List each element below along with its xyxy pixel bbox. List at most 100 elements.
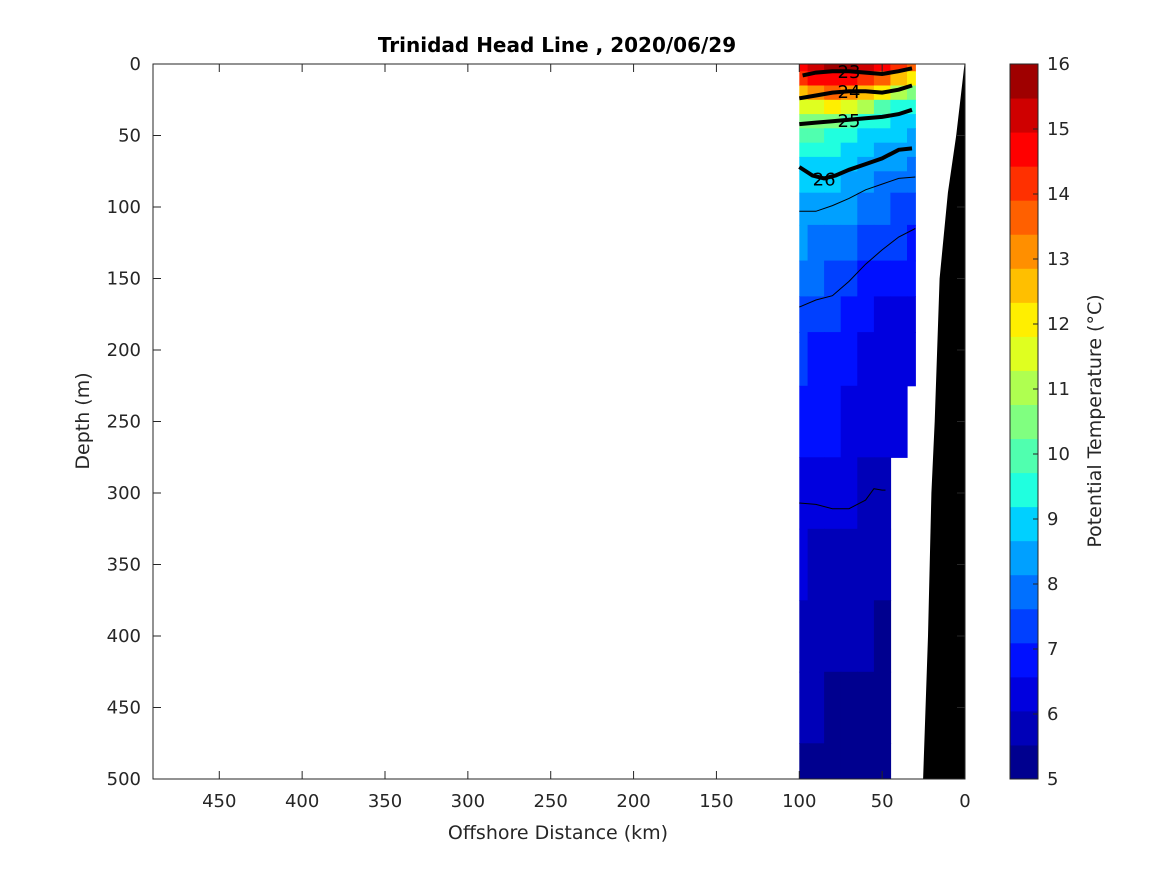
y-tick-label: 150 <box>107 269 141 290</box>
temperature-cell <box>840 260 858 297</box>
density-contour-24 <box>798 83 913 101</box>
colorbar-tick-label: 5 <box>1047 769 1058 790</box>
colorbar-tick-label: 15 <box>1047 119 1070 140</box>
temperature-cell <box>873 192 892 226</box>
temperature-cell <box>857 99 875 115</box>
x-tick-label: 50 <box>871 791 894 812</box>
colorbar-segment <box>1010 200 1038 235</box>
temperature-cell <box>807 457 825 530</box>
colorbar-segment <box>1010 268 1038 303</box>
temperature-cell <box>824 671 842 744</box>
temperature-cell <box>840 671 858 744</box>
density-contour-25 <box>799 107 913 127</box>
temperature-cell <box>890 71 908 87</box>
temperature-cell <box>873 385 892 458</box>
temperature-cell <box>873 671 892 744</box>
temperature-cell <box>799 192 809 226</box>
temperature-cell <box>840 224 858 262</box>
temperature-cell <box>873 99 892 115</box>
temperature-cell <box>824 156 842 172</box>
y-tick-label: 300 <box>107 483 141 504</box>
x-axis-label: Offshore Distance (km) <box>448 822 668 844</box>
y-tick-label: 200 <box>107 340 141 361</box>
temperature-cell <box>799 528 809 601</box>
colorbar-segment <box>1010 676 1038 712</box>
temperature-cell <box>873 296 892 333</box>
temperature-cell <box>824 296 842 333</box>
colorbar-tick-label: 14 <box>1047 184 1070 205</box>
y-axis-label: Depth (m) <box>72 372 94 469</box>
contour-label: 24 <box>838 82 861 103</box>
temperature-cell <box>824 64 842 72</box>
temperature-cell <box>857 385 875 458</box>
temperature-cell <box>807 743 825 779</box>
temperature-cell <box>873 600 892 673</box>
colorbar-segment <box>1010 64 1038 99</box>
temperature-cell <box>824 457 842 530</box>
temperature-cell <box>799 85 809 101</box>
temperature-cell <box>824 71 842 87</box>
temperature-cell <box>857 457 875 530</box>
temperature-cell <box>890 332 908 387</box>
temperature-cell <box>799 224 809 262</box>
temperature-cell <box>799 332 809 387</box>
temperature-cell <box>807 224 825 262</box>
temperature-cell <box>799 71 809 87</box>
y-axis: 0 50 100 150 200 250 300 350 400 450 500 <box>107 54 965 790</box>
chart-title: Trinidad Head Line , 2020/06/29 <box>378 33 736 57</box>
temperature-cell <box>824 385 842 458</box>
colorbar-segment <box>1010 132 1038 167</box>
temperature-cell <box>857 332 875 387</box>
temperature-cell <box>890 171 908 194</box>
temperature-cell <box>799 64 809 72</box>
thin-contour-line <box>799 488 886 510</box>
temperature-cell <box>824 192 842 226</box>
temperature-cell <box>857 142 875 158</box>
colorbar-segment <box>1010 302 1038 337</box>
temperature-cell <box>907 171 916 194</box>
temperature-cell <box>840 99 858 115</box>
temperature-cell <box>857 260 875 297</box>
temperature-cell <box>890 114 908 129</box>
temperature-cell <box>840 600 858 673</box>
temperature-cell <box>807 128 825 144</box>
temperature-cell <box>824 260 842 297</box>
contour-label: 26 <box>813 169 836 190</box>
temperature-cell <box>857 128 875 144</box>
temperature-cell <box>907 224 916 262</box>
temperature-cell <box>840 296 858 333</box>
temperature-cell <box>907 114 916 129</box>
temperature-cell <box>857 192 875 226</box>
temperature-cell <box>824 528 842 601</box>
y-tick-label: 400 <box>107 626 141 647</box>
colorbar-tick-label: 9 <box>1047 509 1058 530</box>
y-tick-label: 100 <box>107 197 141 218</box>
temperature-cell <box>890 296 908 333</box>
temperature-cell <box>799 385 809 458</box>
temperature-cell <box>857 528 875 601</box>
temperature-cell <box>840 192 858 226</box>
temperature-cell <box>857 671 875 744</box>
colorbar-tick-label: 10 <box>1047 444 1070 465</box>
temperature-cell <box>840 71 858 87</box>
temperature-cell <box>907 192 916 226</box>
temperature-cell <box>799 156 809 172</box>
colorbar-frame <box>1009 63 1039 780</box>
x-tick-label: 350 <box>368 791 402 812</box>
temperature-cell <box>840 128 858 144</box>
contour-label: 23 <box>838 62 861 83</box>
colorbar-segment <box>1010 98 1038 133</box>
colorbar-segment <box>1010 744 1038 780</box>
colorbar-segment <box>1010 574 1038 610</box>
temperature-cell <box>907 156 916 172</box>
temperature-cell <box>907 85 916 101</box>
temperature-cell <box>840 457 858 530</box>
temperature-cell <box>840 385 858 458</box>
temperature-cell <box>807 64 825 72</box>
temperature-cell <box>807 385 825 458</box>
temperature-cell <box>857 743 875 779</box>
temperature-cell <box>799 260 809 297</box>
temperature-cell <box>824 142 842 158</box>
temperature-cell <box>873 332 892 387</box>
